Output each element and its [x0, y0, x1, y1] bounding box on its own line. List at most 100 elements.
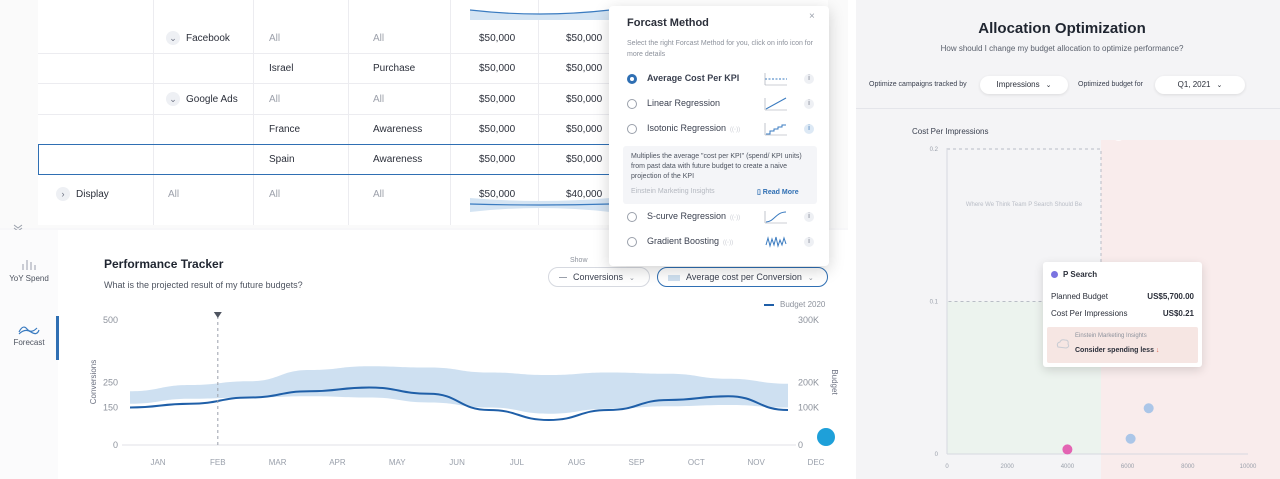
nav-item-forecast[interactable]: Forecast: [0, 322, 58, 347]
budget-sparkline: [470, 198, 610, 212]
option-average-cost[interactable]: Average Cost Per KPI i: [627, 70, 823, 90]
info-icon[interactable]: i: [804, 74, 814, 84]
read-more-label: Read More: [762, 189, 799, 196]
radio-unselected[interactable]: [627, 124, 637, 134]
country-cell: All: [269, 33, 281, 44]
x-tick-label: 0: [945, 464, 949, 470]
kpi-value: Average cost per Conversion: [686, 272, 802, 282]
zone-label: Where We Think Team P Search Should Be: [966, 202, 1083, 208]
tracker-title: Performance Tracker: [104, 257, 224, 271]
y-tick-label: 150: [103, 403, 118, 413]
metric-select[interactable]: Conversions ⌄: [548, 267, 650, 287]
table-row-display[interactable]: › Display All All All $50,000 $40,000: [38, 180, 828, 210]
info-icon[interactable]: i: [804, 237, 814, 247]
allocation-title: Allocation Optimization: [978, 20, 1146, 37]
table-row[interactable]: ⌄ Google Ads All All $50,000 $50,000: [38, 85, 828, 115]
table-row[interactable]: Israel Purchase $50,000 $50,000: [38, 54, 828, 84]
chevron-right-icon[interactable]: ›: [56, 187, 70, 201]
objective-cell: Awareness: [373, 154, 423, 165]
close-icon[interactable]: ×: [809, 11, 815, 22]
y-tick-label: 0: [113, 440, 118, 450]
budget-cell: $50,000: [479, 189, 516, 200]
option-gradient-boosting[interactable]: Gradient Boosting ((◦)) i: [627, 233, 823, 253]
budget-cell: $50,000: [479, 124, 516, 135]
forecast-method-popover: Forcast Method × Select the right Forcas…: [609, 6, 829, 266]
column-divider: [348, 0, 349, 225]
info-icon[interactable]: i: [804, 212, 814, 222]
period-select[interactable]: Q1, 2021 ⌄: [1155, 76, 1245, 94]
x-tick-label: MAY: [389, 458, 406, 467]
cpi-value: US$0.21: [1162, 309, 1194, 318]
channel-label: Display: [76, 189, 109, 200]
country-cell: All: [269, 189, 281, 200]
country-cell: All: [269, 94, 281, 105]
zigzag-icon: [765, 236, 787, 248]
einstein-icon: ((◦)): [730, 127, 741, 133]
forecast-band: [130, 366, 788, 414]
read-more-link[interactable]: ▯ Read More: [757, 188, 799, 196]
legend-label: Budget 2020: [780, 300, 826, 309]
table-row[interactable]: ⌄ Facebook All All $50,000 $50,000: [38, 24, 828, 54]
period-value: Q1, 2021: [1177, 80, 1211, 89]
y-tick-label: 0.2: [930, 147, 939, 153]
objective-cell: All: [373, 94, 385, 105]
budget-cell: $50,000: [566, 124, 603, 135]
nav-label: YoY Spend: [9, 274, 49, 283]
objective-cell: All: [373, 189, 385, 200]
einstein-label: Einstein Marketing Insights: [1075, 333, 1147, 339]
arrow-down-icon: ↓: [1155, 347, 1160, 354]
step-line-icon: [764, 123, 787, 136]
series-line-budget-2020: [129, 386, 789, 422]
radio-selected[interactable]: [627, 74, 637, 84]
planned-budget-value: US$5,700.00: [1147, 292, 1194, 301]
x-tick-label: AUG: [568, 458, 585, 467]
tooltip-header: P Search: [1051, 270, 1097, 279]
option-label: Isotonic Regression: [647, 123, 727, 133]
option-isotonic-regression[interactable]: Isotonic Regression ((◦)) i: [627, 120, 823, 140]
info-icon[interactable]: i: [804, 124, 814, 134]
x-tick-label: APR: [329, 458, 346, 467]
chevron-down-icon: ⌄: [629, 275, 635, 282]
x-tick-label: OCT: [688, 458, 705, 467]
budget-cell: $50,000: [479, 94, 516, 105]
radio-unselected[interactable]: [627, 99, 637, 109]
budget-label: Optimized budget for: [1078, 81, 1143, 88]
objective-cell: All: [373, 33, 385, 44]
objective-cell: Purchase: [373, 63, 416, 74]
column-divider: [253, 0, 254, 225]
x-tick-label: SEP: [629, 458, 645, 467]
nav-item-yoy-spend[interactable]: YoY Spend: [0, 256, 58, 283]
y-axis-label: Conversions: [89, 360, 98, 404]
section-divider: [856, 108, 1280, 109]
budget-cell: $50,000: [566, 33, 603, 44]
info-icon[interactable]: i: [804, 99, 814, 109]
performance-chart[interactable]: 0 0 150 100K 250 200K 500 300K Conversions Budget…: [88, 312, 838, 474]
line-swatch: [559, 277, 567, 279]
chevron-down-icon: ⌄: [1045, 82, 1052, 89]
budget-cell: $50,000: [566, 154, 603, 165]
series-dot: [1051, 271, 1058, 279]
side-nav: YoY Spend Forecast: [0, 230, 59, 479]
flat-line-icon: [764, 73, 787, 86]
radio-unselected[interactable]: [627, 237, 637, 247]
y-axis-label: Cost Per Impressions: [912, 127, 989, 136]
x-tick-label: JUL: [510, 458, 525, 467]
kpi-select[interactable]: Average cost per Conversion ⌄: [657, 267, 828, 287]
metric-select[interactable]: Impressions ⌄: [980, 76, 1068, 94]
radio-unselected[interactable]: [627, 212, 637, 222]
einstein-label: Einstein Marketing Insights: [631, 188, 715, 195]
x-tick-label: 6000: [1121, 464, 1135, 470]
linear-line-icon: [764, 97, 787, 111]
campaign-tooltip: P Search Planned Budget US$5,700.00 Cost…: [1043, 262, 1202, 367]
chevron-down-icon[interactable]: ⌄: [166, 92, 180, 106]
chevron-down-icon[interactable]: ⌄: [166, 31, 180, 45]
option-label: Average Cost Per KPI: [647, 73, 740, 83]
option-linear-regression[interactable]: Linear Regression i: [627, 95, 823, 115]
metric-value: Conversions: [573, 272, 624, 282]
chevron-down-icon: ⌄: [1216, 82, 1223, 89]
country-cell: Spain: [269, 154, 295, 165]
x-tick-label: MAR: [269, 458, 287, 467]
x-tick-label: NOV: [748, 458, 766, 467]
option-s-curve-regression[interactable]: S-curve Regression ((◦)) i: [627, 208, 823, 228]
